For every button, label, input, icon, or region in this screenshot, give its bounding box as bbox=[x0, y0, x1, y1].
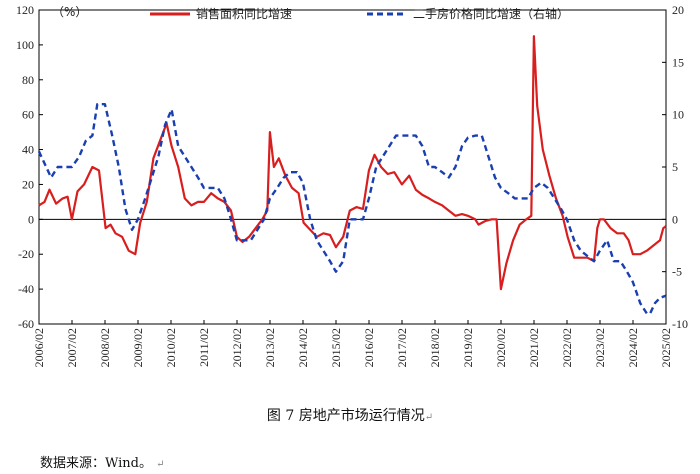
x-tick-label: 2024/02 bbox=[626, 328, 640, 367]
right-tick-label: -10 bbox=[672, 317, 688, 331]
legend-label-price: 二手房价格同比增速（右轴） bbox=[413, 6, 569, 21]
right-tick-label: 0 bbox=[672, 212, 678, 226]
source-edit-mark: ↵ bbox=[156, 459, 165, 470]
x-tick-label: 2023/02 bbox=[593, 328, 607, 367]
x-tick-label: 2006/02 bbox=[32, 328, 46, 367]
right-tick-label: -5 bbox=[672, 265, 682, 279]
series-line-sales-area bbox=[38, 35, 667, 291]
x-tick-label: 2018/02 bbox=[428, 328, 442, 367]
left-tick-label: 60 bbox=[22, 108, 34, 122]
source-text: 数据来源：Wind。 bbox=[40, 456, 152, 471]
right-axis-ticks: -10 -5 0 5 10 15 20 bbox=[662, 3, 688, 331]
left-tick-label: -40 bbox=[18, 282, 34, 296]
right-tick-label: 20 bbox=[672, 3, 684, 17]
chart-figure: -60 -40 -20 0 20 40 60 80 100 120 -10 -5 0 5 10 15 20 2… bbox=[16, 3, 688, 367]
x-tick-label: 2012/02 bbox=[230, 328, 244, 367]
x-tick-label: 2017/02 bbox=[395, 328, 409, 367]
x-tick-label: 2021/02 bbox=[527, 328, 541, 367]
right-tick-label: 15 bbox=[672, 55, 684, 69]
data-source: 数据来源：Wind。 ↵ bbox=[40, 452, 165, 471]
left-tick-label: 120 bbox=[16, 3, 34, 17]
figure-caption: 图 7 房地产市场运行情况↵ bbox=[0, 405, 700, 425]
x-tick-label: 2022/02 bbox=[560, 328, 574, 367]
series-line-resale-price bbox=[37, 103, 667, 315]
x-tick-label: 2014/02 bbox=[296, 328, 310, 367]
right-tick-label: 10 bbox=[672, 108, 684, 122]
x-tick-label: 2016/02 bbox=[362, 328, 376, 367]
x-tick-label: 2013/02 bbox=[263, 328, 277, 367]
x-tick-label: 2019/02 bbox=[461, 328, 475, 367]
legend-label-sales: 销售面积同比增速 bbox=[196, 6, 292, 21]
left-tick-label: 0 bbox=[28, 212, 34, 226]
left-tick-label: -60 bbox=[18, 317, 34, 331]
left-tick-label: 80 bbox=[22, 73, 34, 87]
left-axis-ticks: -60 -40 -20 0 20 40 60 80 100 120 bbox=[16, 3, 43, 331]
caption-edit-mark: ↵ bbox=[424, 412, 434, 423]
x-tick-label: 2020/02 bbox=[494, 328, 508, 367]
x-tick-label: 2010/02 bbox=[164, 328, 178, 367]
left-tick-label: 100 bbox=[16, 38, 34, 52]
x-tick-label: 2011/02 bbox=[197, 328, 211, 367]
x-tick-label: 2009/02 bbox=[131, 328, 145, 367]
x-tick-label: 2008/02 bbox=[98, 328, 112, 367]
left-axis-unit: （%） bbox=[52, 5, 87, 19]
left-tick-label: 40 bbox=[22, 143, 34, 157]
caption-text: 图 7 房地产市场运行情况 bbox=[266, 408, 425, 424]
left-tick-label: 20 bbox=[22, 177, 34, 191]
x-tick-label: 2015/02 bbox=[329, 328, 343, 367]
x-tick-label: 2007/02 bbox=[65, 328, 79, 367]
x-tick-label: 2025/02 bbox=[659, 328, 673, 367]
right-tick-label: 5 bbox=[672, 160, 678, 174]
legend: 销售面积同比增速 二手房价格同比增速（右轴） bbox=[150, 6, 569, 21]
series-lines bbox=[37, 35, 667, 315]
x-axis-ticks: 2006/02 2007/02 2008/02 2009/02 2010/02 2011/… bbox=[32, 320, 673, 367]
left-tick-label: -20 bbox=[18, 247, 34, 261]
plot-frame bbox=[38, 9, 667, 325]
plot-border bbox=[38, 9, 667, 325]
